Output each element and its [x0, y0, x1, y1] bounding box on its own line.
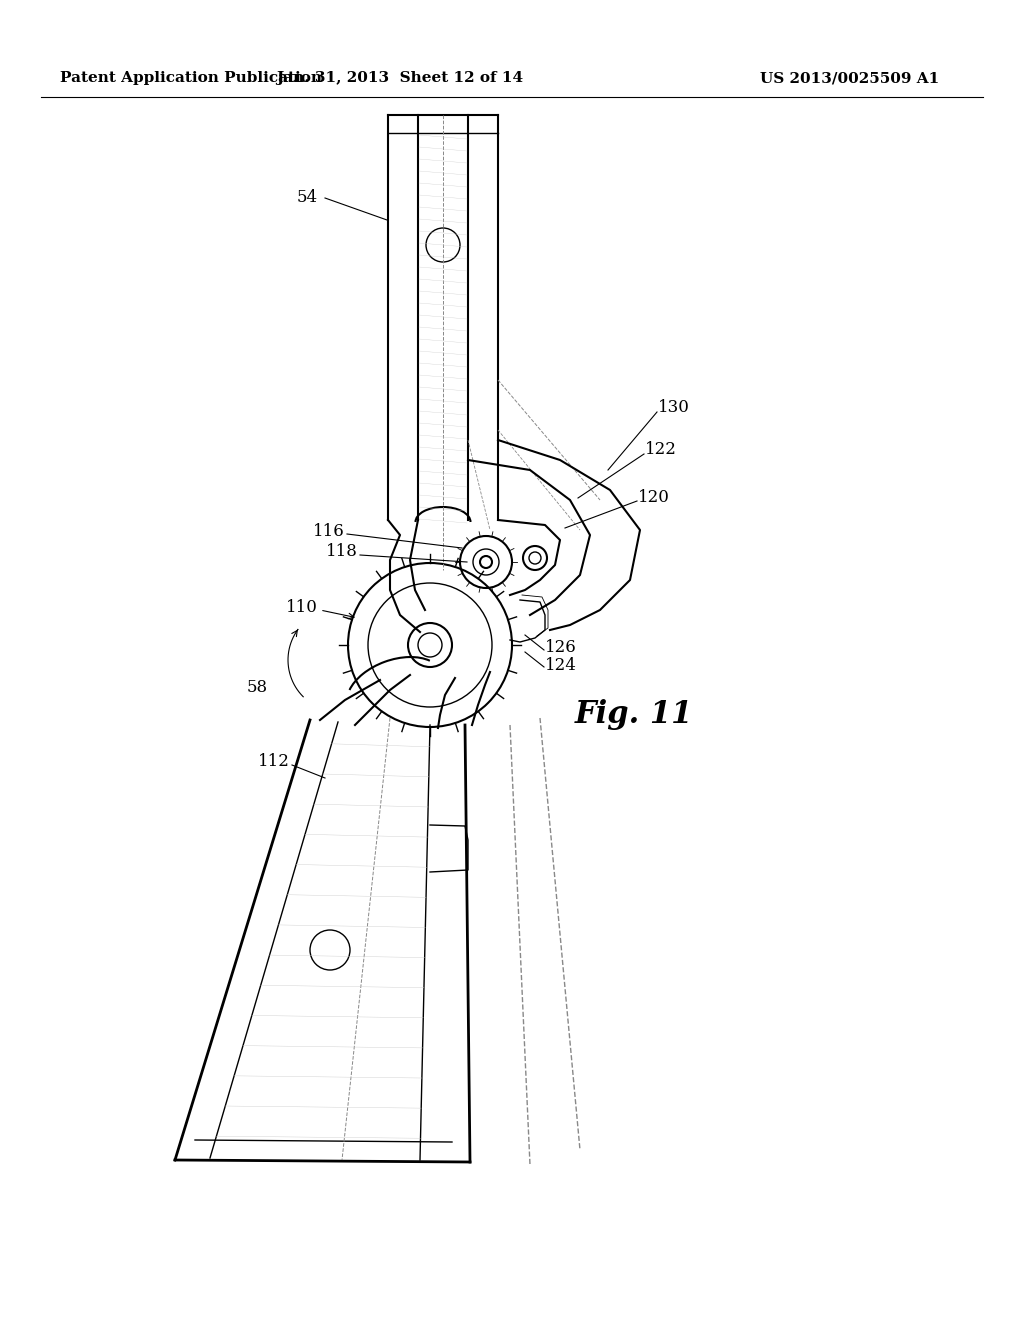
Text: 130: 130 [658, 400, 690, 417]
Text: 124: 124 [545, 656, 577, 673]
Text: 120: 120 [638, 490, 670, 507]
Text: 112: 112 [258, 754, 290, 771]
Text: 122: 122 [645, 441, 677, 458]
Text: 116: 116 [313, 524, 345, 540]
Text: 118: 118 [326, 544, 358, 561]
Text: 54: 54 [297, 190, 318, 206]
Text: Patent Application Publication: Patent Application Publication [60, 71, 322, 84]
Text: Fig. 11: Fig. 11 [575, 700, 693, 730]
Text: 126: 126 [545, 639, 577, 656]
Text: US 2013/0025509 A1: US 2013/0025509 A1 [760, 71, 939, 84]
Text: 110: 110 [286, 599, 318, 616]
Text: 58: 58 [247, 680, 268, 697]
Text: Jan. 31, 2013  Sheet 12 of 14: Jan. 31, 2013 Sheet 12 of 14 [276, 71, 523, 84]
